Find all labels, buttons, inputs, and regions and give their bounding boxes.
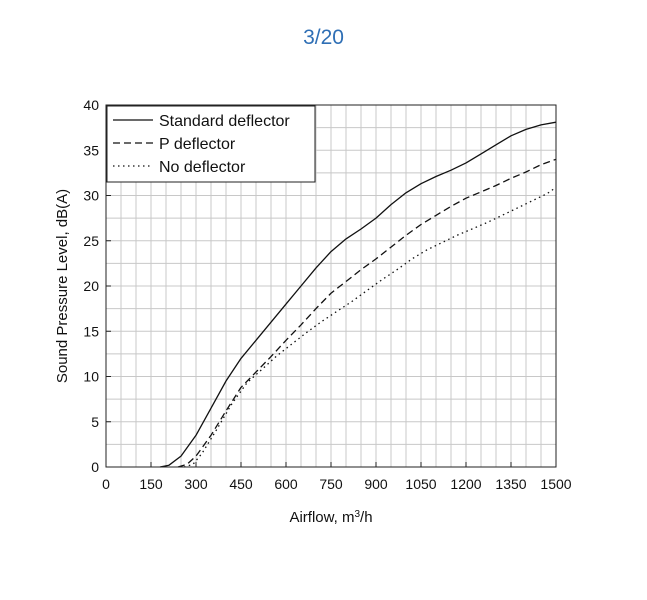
x-tick-label: 450: [229, 476, 253, 492]
legend-label: P deflector: [159, 136, 236, 153]
x-axis-title-suffix: /h: [360, 509, 373, 526]
y-tick-label: 5: [91, 414, 99, 430]
x-tick-label: 600: [274, 476, 298, 492]
x-tick-label: 1050: [405, 476, 436, 492]
y-tick-label: 40: [83, 97, 99, 113]
x-tick-label: 750: [319, 476, 343, 492]
x-tick-label: 1500: [540, 476, 571, 492]
y-tick-label: 35: [83, 142, 99, 158]
y-tick-label: 0: [91, 459, 99, 475]
y-axis-title: Sound Pressure Level, dB(A): [54, 189, 71, 383]
y-tick-label: 15: [83, 323, 99, 339]
series-line-no-deflector: [183, 186, 557, 468]
x-axis-title-sup: 3: [354, 509, 360, 520]
x-tick-label: 1200: [450, 476, 481, 492]
y-tick-label: 30: [83, 188, 99, 204]
x-tick-label: 300: [184, 476, 208, 492]
series-line-standard-deflector: [159, 121, 557, 468]
series-line-p-deflector: [177, 158, 557, 468]
legend-label: No deflector: [159, 159, 246, 176]
x-axis-title: Airflow, m3/h: [289, 509, 372, 527]
x-tick-label: 0: [102, 476, 110, 492]
legend: Standard deflector P deflector No deflecto…: [106, 105, 316, 183]
y-tick-label: 10: [83, 369, 99, 385]
y-tick-label: 20: [83, 278, 99, 294]
y-tick-label: 25: [83, 233, 99, 249]
page-counter: 3/20: [303, 26, 344, 49]
x-axis-title-main: Airflow, m: [289, 509, 354, 526]
legend-box: [106, 105, 316, 183]
x-tick-label: 1350: [495, 476, 526, 492]
legend-label: Standard deflector: [159, 113, 290, 130]
axis-ticks: 0 150 300 450 600 750 900 1050 1200 1350 1500 0 5 10 1…: [83, 97, 571, 492]
series-layer: [159, 121, 557, 468]
x-tick-label: 150: [139, 476, 163, 492]
x-tick-label: 900: [364, 476, 388, 492]
